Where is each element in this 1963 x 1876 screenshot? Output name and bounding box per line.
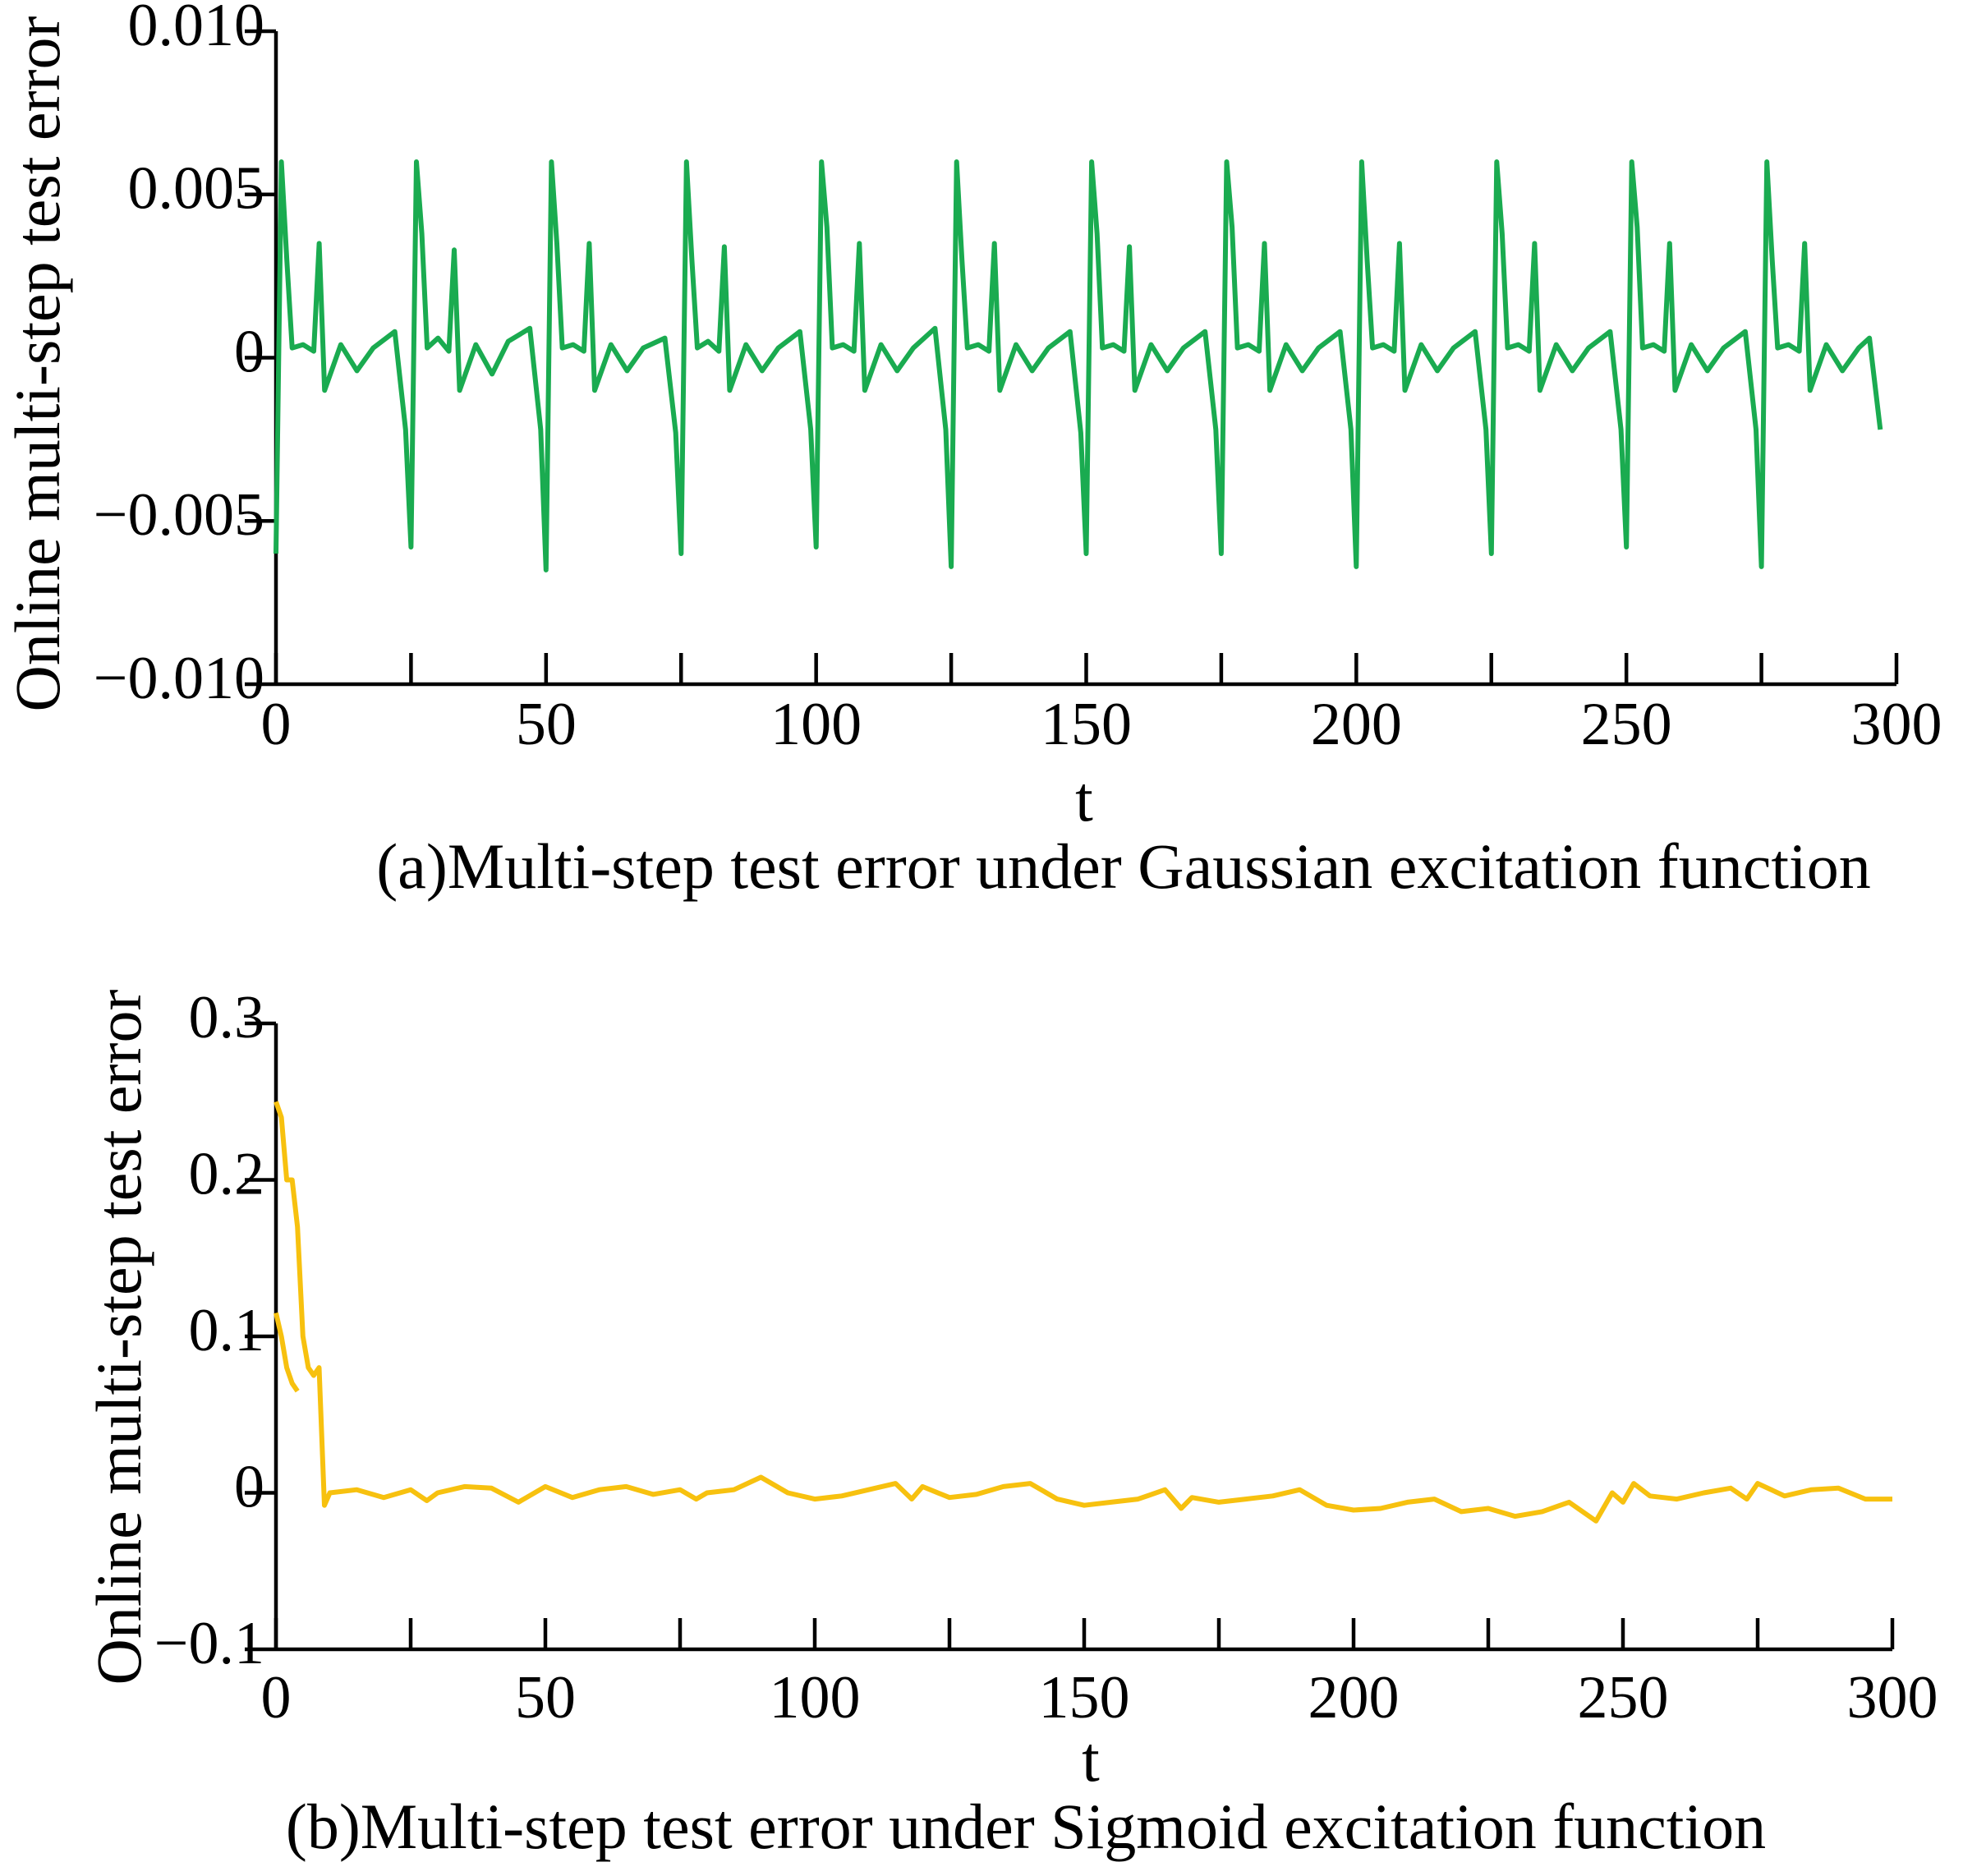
x-tick-label: 300	[1851, 691, 1942, 758]
caption: (b)Multi-step test error under Sigmoid e…	[286, 1791, 1766, 1862]
x-tick-label: 200	[1308, 1664, 1400, 1731]
x-tick-label: 0	[261, 691, 292, 758]
y-tick-label: −0.1	[154, 1610, 264, 1677]
y-axis-label: Online multi-step test error	[83, 990, 154, 1685]
x-tick-label: 200	[1311, 691, 1402, 758]
y-tick-label: 0	[234, 318, 264, 385]
caption: (a)Multi-step test error under Gaussian …	[376, 830, 1870, 902]
y-tick-label: 0	[234, 1453, 264, 1520]
x-axis-label: t	[1082, 1723, 1100, 1795]
x-tick-label: 150	[1041, 691, 1132, 758]
data-line	[274, 1101, 1892, 1524]
y-tick-label: 0.2	[189, 1140, 265, 1207]
x-tick-label: 150	[1039, 1664, 1130, 1731]
x-tick-label: 50	[516, 691, 577, 758]
y-tick-label: 0.005	[128, 155, 265, 223]
data-line	[274, 159, 1883, 572]
x-tick-label: 250	[1581, 691, 1672, 758]
y-tick-label: −0.005	[94, 481, 264, 549]
x-tick-label: 250	[1578, 1664, 1669, 1731]
x-tick-label: 100	[770, 691, 862, 758]
x-tick-label: 50	[515, 1664, 576, 1731]
y-tick-label: 0.010	[128, 0, 265, 59]
y-axis-label: Online multi-step test error	[2, 16, 73, 712]
x-tick-label: 0	[261, 1664, 292, 1731]
y-tick-label: 0.3	[189, 984, 265, 1051]
y-tick-label: −0.010	[94, 645, 264, 712]
x-axis-label: t	[1075, 763, 1093, 835]
y-tick-label: 0.1	[189, 1297, 265, 1364]
x-tick-label: 100	[770, 1664, 861, 1731]
x-tick-label: 300	[1847, 1664, 1938, 1731]
